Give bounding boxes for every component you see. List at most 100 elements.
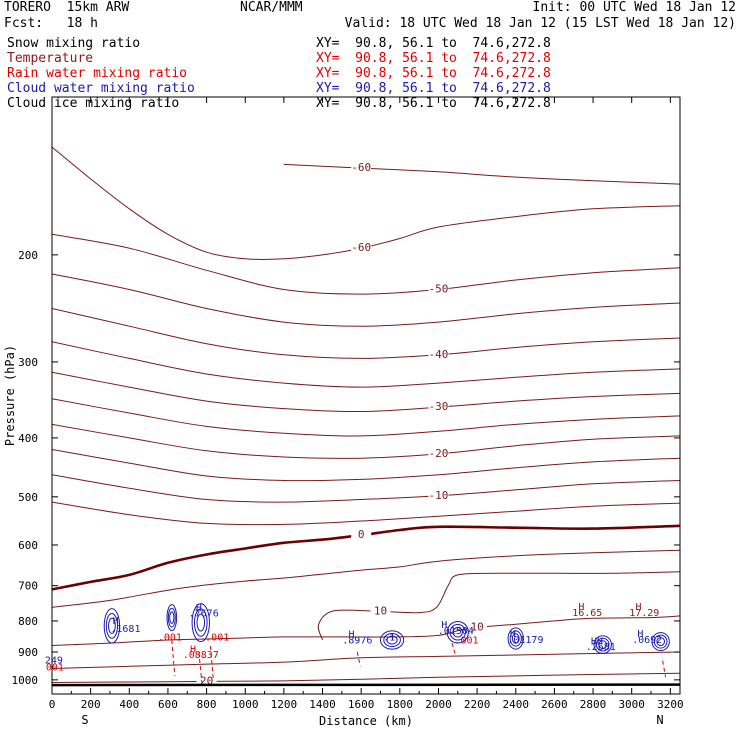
x-tick-label: 2200 [464,698,491,711]
x-tick-label: 200 [81,698,101,711]
field-name: Cloud ice mixing ratio [7,96,180,111]
y-axis-label: Pressure (hPa) [3,345,17,446]
y-tick-label: 200 [18,249,38,262]
field-name: Cloud water mixing ratio [7,81,195,96]
isotherm--60 [283,163,680,185]
isotherm-label-bg [370,604,391,617]
isotherm-label: -20 [429,447,449,460]
rain-contour [451,642,456,654]
cloud-water-contour [509,630,522,647]
cloud-water-contour [452,626,463,638]
y-tick-label: 1000 [12,674,39,687]
isotherm--50 [52,233,680,295]
cloud-water-contour [383,633,401,648]
x-tick-label: 2800 [580,698,607,711]
isotherm--20 [52,423,680,459]
ground-line [51,683,681,687]
x-tick-label: 3200 [657,698,684,711]
contour-annotation: .8976 [342,636,372,647]
isotherm--45 [52,273,680,327]
isotherm-label-bg [428,446,449,459]
isotherm-label-bg [351,528,372,541]
forecast-hour: Fcst: 18 h [4,16,98,31]
contour-annotation: .1681 [110,624,140,635]
init-time: Init: 00 UTC Wed 18 Jan 12 [532,0,737,15]
isotherm-10 [317,571,680,641]
rain-contour [356,651,361,667]
x-tick-label: 2400 [503,698,530,711]
contour-annotation: H [578,602,584,613]
field-xy: XY= 90.8, 56.1 to 74.6,272.8 [316,66,551,81]
cloud-water-contour [105,612,119,639]
isotherm-label-bg [428,400,449,413]
cloud-water-contour [593,635,612,655]
contour-annotation: H [510,629,516,640]
contour-annotation: H [190,645,196,656]
cloud-water-contour [108,617,116,634]
isotherm--40 [52,308,680,359]
contour-annotation: 16.65 [572,608,602,619]
contour-annotation: .001 [205,633,229,644]
field-xy: XY= 90.8, 56.1 to 74.6,272.8 [316,51,551,66]
isotherm-20 [52,672,680,683]
field-xy: XY= 90.8, 56.1 to 74.6,272.8 [316,36,551,51]
x-tick-label: 800 [197,698,217,711]
cloud-water-contour [511,633,520,644]
contour-annotation: .01504 [438,626,474,637]
isotherm--5 [52,501,680,526]
contour-annotation: .0692 [632,635,662,646]
isotherm-5 [52,549,680,608]
y-tick-label: 300 [18,356,38,369]
cloud-water-contour [169,611,175,624]
contour-annotation: H [637,629,643,640]
cloud-water-contour [598,640,608,650]
isotherm-label: -40 [429,348,449,361]
cloud-water-contour [507,627,524,650]
field-name: Temperature [7,51,94,66]
isotherm--35 [52,341,680,388]
isotherm--60 [52,146,680,260]
isotherm-label-bg [428,347,449,360]
y-tick-label: 900 [18,646,38,659]
contour-annotation: 249 [45,656,63,667]
cloud-water-contour [196,613,206,632]
isotherm-label-bg [351,161,372,174]
contour-annotation: H [635,602,641,613]
x-tick-label: 0 [49,698,56,711]
contour-annotation: .01179 [507,635,543,646]
isotherm-label: 10 [470,620,483,633]
cloud-water-contour [191,603,210,643]
valid-time: Valid: 18 UTC Wed 18 Jan 12 (15 LST Wed … [344,16,736,31]
x-tick-label: 3000 [618,698,645,711]
contour-annotation: .001 [454,636,478,647]
x-tick-label: 1200 [271,698,298,711]
contour-annotation: .08837 [183,650,219,661]
y-tick-label: 500 [18,491,38,504]
isotherm-label-bg [428,282,449,295]
isotherm-0 [52,524,680,591]
model-title: TORERO 15km ARW [4,0,130,15]
y-tick-label: 800 [18,615,38,628]
x-tick-label: 1000 [232,698,259,711]
plot-frame [51,96,681,695]
isotherm-label: -60 [351,241,371,254]
rain-contour [662,660,667,678]
x-tick-label: 1800 [387,698,414,711]
rain-contour [171,639,176,676]
isotherm-label-bg [467,620,488,633]
contour-annotation: H [348,630,354,641]
contour-annotation: H [196,603,202,614]
isotherm-label: -60 [351,161,371,174]
x-tick-label: 2000 [425,698,452,711]
x-tick-label: 600 [158,698,178,711]
isotherm-label: 0 [358,528,365,541]
isotherm-label-bg [196,674,217,687]
field-name: Rain water mixing ratio [7,66,188,81]
isotherm-label: -50 [429,282,449,295]
cloud-water-contour [379,630,405,650]
field-xy: XY= 90.8, 56.1 to 74.6,272.8 [316,96,551,111]
cloud-water-contour [193,608,208,637]
cloud-water-contour [103,608,121,644]
cloud-water-contour [386,635,398,645]
